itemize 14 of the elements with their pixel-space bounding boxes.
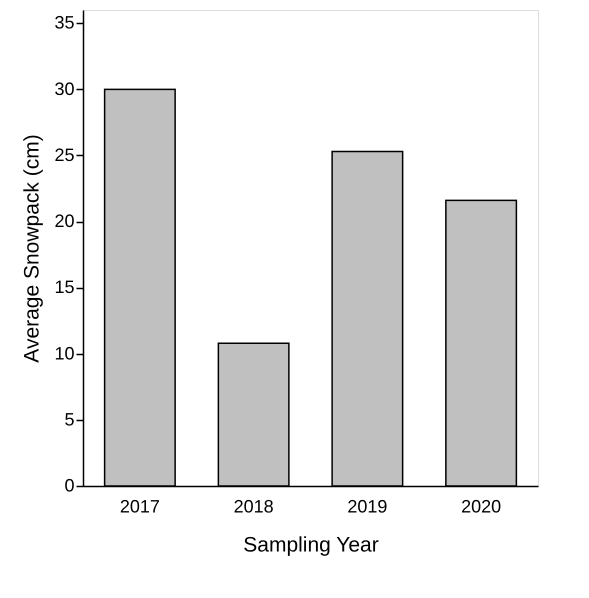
y-tick-label: 20: [54, 211, 74, 232]
x-axis-title: Sampling Year: [243, 534, 379, 556]
y-tick-label: 5: [64, 409, 74, 430]
y-tick-label: 30: [54, 78, 74, 99]
x-tick-label: 2018: [234, 496, 274, 516]
y-tick-label: 10: [54, 343, 74, 364]
y-tick-label: 0: [64, 476, 74, 496]
y-axis-title: Average Snowpack (cm): [20, 134, 44, 363]
x-tick-label: 2017: [120, 496, 160, 516]
y-tick-label: 35: [54, 12, 74, 33]
x-tick-label: 2019: [347, 496, 388, 516]
y-tick-label: 15: [54, 277, 74, 298]
x-tick-label: 2020: [461, 496, 502, 516]
y-tick-label: 25: [54, 144, 74, 165]
